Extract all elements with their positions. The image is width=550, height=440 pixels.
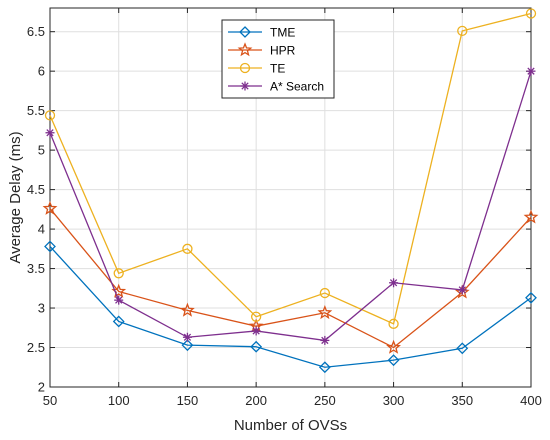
- y-tick-label: 2: [38, 380, 45, 395]
- data-point-tme: [181, 339, 194, 352]
- series-line-hpr: [49, 208, 532, 349]
- y-tick-label: 3: [38, 301, 45, 316]
- legend-marker: [239, 62, 251, 74]
- legend-marker: [239, 26, 251, 38]
- data-point-a-search: [320, 335, 330, 345]
- legend-marker: [240, 81, 250, 91]
- x-tick-label: 350: [451, 393, 473, 408]
- data-point-hpr: [523, 209, 539, 224]
- y-tick-label: 6.5: [27, 24, 45, 39]
- data-point-te: [113, 268, 124, 279]
- series-line-a-search: [49, 70, 532, 342]
- legend-marker: [237, 42, 253, 57]
- legend-entry-tme: TME: [228, 26, 295, 40]
- legend-entry-te: TE: [228, 62, 285, 76]
- x-axis-label: Number of OVSs: [234, 417, 347, 434]
- plot-frame: [49, 7, 532, 388]
- data-point-hpr: [317, 305, 333, 320]
- data-point-tme: [318, 361, 331, 374]
- x-tick-label: 250: [314, 393, 336, 408]
- y-tick-label: 5.5: [27, 103, 45, 118]
- series-line-tme: [49, 246, 532, 368]
- legend-label: TME: [270, 26, 295, 40]
- data-point-te: [457, 25, 468, 37]
- series-layer: [42, 8, 539, 374]
- y-tick-label: 5: [38, 143, 45, 158]
- legend-label: A* Search: [270, 80, 324, 94]
- data-point-tme: [44, 240, 56, 253]
- y-tick-label: 4.5: [27, 182, 45, 197]
- data-point-te: [182, 243, 193, 254]
- data-point-a-search: [389, 278, 399, 288]
- x-tick-label: 50: [43, 393, 57, 408]
- y-tick-label: 6: [38, 64, 45, 79]
- x-tick-label: 200: [245, 393, 267, 408]
- data-point-tme: [387, 354, 400, 367]
- data-point-tme: [112, 315, 125, 328]
- y-tick-label: 3.5: [27, 261, 45, 276]
- legend-label: HPR: [270, 44, 296, 58]
- y-tick-label: 2.5: [27, 340, 45, 355]
- series-line-te: [49, 12, 532, 325]
- x-tick-label: 400: [520, 393, 542, 408]
- data-point-te: [319, 287, 331, 299]
- data-point-tme: [456, 342, 469, 355]
- x-tick-label: 300: [383, 393, 405, 408]
- data-point-te: [388, 318, 399, 329]
- data-point-a-search: [45, 128, 55, 138]
- data-point-te: [250, 311, 262, 322]
- legend-label: TE: [270, 62, 285, 76]
- data-point-hpr: [180, 302, 195, 317]
- legend: TME HPR TE A* Search: [221, 19, 335, 99]
- axis-ticks: 50 100 150 200 250 300 350 400 2 2.5 3 3.5 4 4.5 5 5.5 6…: [27, 8, 542, 408]
- x-tick-label: 150: [177, 393, 199, 408]
- series-te: [44, 8, 537, 329]
- data-point-hpr: [386, 339, 401, 354]
- legend-entry-hpr: HPR: [228, 42, 296, 58]
- series-a-search: [45, 66, 536, 345]
- data-point-hpr: [42, 200, 58, 215]
- series-tme: [44, 240, 537, 374]
- y-axis-label: Average Delay (ms): [7, 131, 24, 263]
- data-point-te: [525, 8, 537, 19]
- data-point-a-search: [251, 326, 261, 336]
- legend-entry-a-search: A* Search: [228, 80, 324, 94]
- data-point-a-search: [526, 66, 536, 76]
- data-point-a-search: [457, 285, 467, 295]
- x-tick-label: 100: [108, 393, 130, 408]
- data-point-tme: [525, 291, 537, 304]
- data-point-a-search: [182, 332, 192, 342]
- data-point-te: [44, 110, 56, 121]
- y-tick-label: 4: [38, 222, 45, 237]
- data-point-tme: [250, 340, 263, 353]
- data-point-a-search: [114, 295, 124, 305]
